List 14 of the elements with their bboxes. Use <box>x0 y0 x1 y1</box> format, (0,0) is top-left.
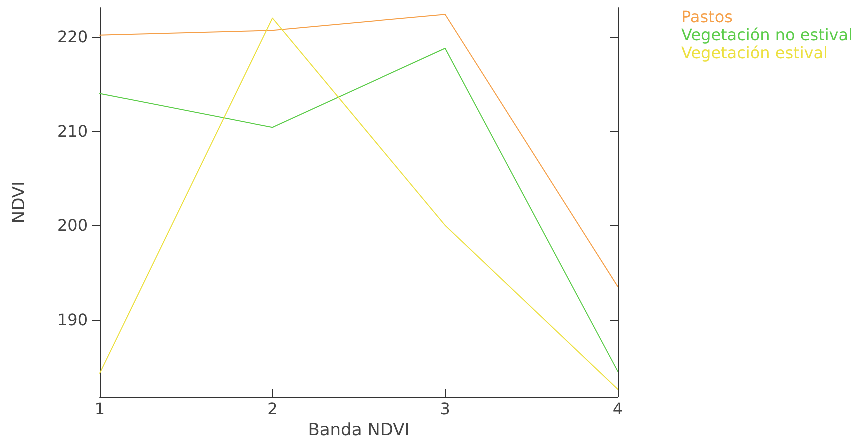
x-axis-title: Banda NDVI <box>308 420 410 440</box>
text: Pastos <box>681 8 733 26</box>
x-tick-label: 4 <box>612 400 624 418</box>
line-series <box>100 14 618 288</box>
y-tick-label: 190 <box>57 310 88 330</box>
x-tick-label: 3 <box>440 400 450 418</box>
y-tick-label: 210 <box>57 122 88 141</box>
x-tick-label: 2 <box>268 400 278 418</box>
x-tick-label: 1 <box>94 400 106 418</box>
text: Vegetación estival <box>681 44 828 62</box>
y-axis-title: NDVI <box>10 181 30 224</box>
y-tick-label: 220 <box>57 28 88 47</box>
text: Vegetación no estival <box>681 26 853 44</box>
y-tick-label: 200 <box>57 216 88 236</box>
